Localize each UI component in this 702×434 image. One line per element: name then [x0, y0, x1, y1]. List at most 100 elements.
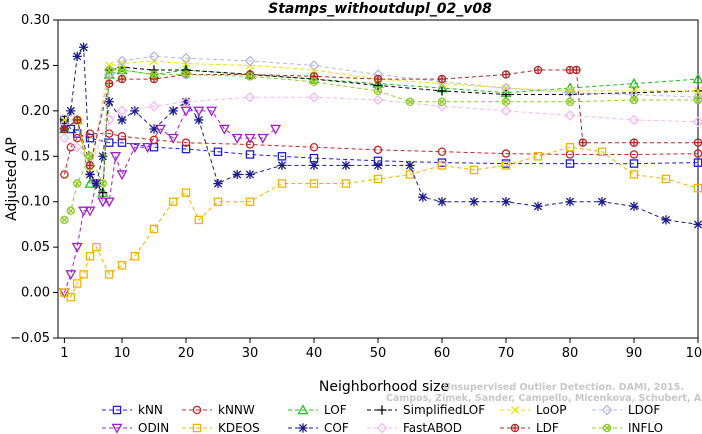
data-point-cof: [693, 219, 702, 230]
data-point-inflo: [72, 179, 82, 188]
data-point-kdeos: [501, 161, 511, 170]
data-point-fastabod: [59, 132, 70, 144]
data-point-ldof: [564, 87, 576, 99]
data-point-cof: [405, 160, 415, 170]
data-point-odin: [180, 106, 192, 117]
data-point-loop: [693, 86, 702, 95]
legend-item-ldof: LDOF: [592, 403, 660, 417]
data-point-ldof: [244, 55, 256, 67]
data-point-knnw: [437, 147, 447, 156]
data-point-kdeos: [168, 197, 178, 206]
data-point-kdeos: [277, 179, 287, 188]
legend-label: INFLO: [628, 421, 663, 434]
legend-label: ODIN: [138, 421, 169, 434]
series-line-inflo: [63, 69, 698, 221]
data-point-knnw: [60, 170, 69, 179]
data-point-cof: [91, 178, 101, 189]
y-tick-label: 0.00: [21, 286, 50, 301]
y-tick-label: 0.30: [21, 13, 50, 28]
series-group: [58, 42, 702, 302]
data-point-cof: [104, 97, 114, 107]
legend-swatch-marker: [510, 405, 520, 415]
legend-item-fastabod: FastABOD: [367, 421, 462, 434]
data-point-knnw: [117, 132, 127, 141]
data-point-ldf: [578, 138, 588, 147]
legend-item-knn: kNN: [102, 403, 163, 417]
data-point-ldf: [104, 79, 114, 88]
legend-swatch-marker: [298, 423, 308, 433]
data-point-odin: [270, 124, 282, 135]
data-point-cof: [85, 169, 95, 180]
data-point-cof: [661, 215, 671, 225]
data-point-fastabod: [148, 100, 160, 112]
data-point-inflo: [565, 97, 575, 107]
data-point-knn: [213, 147, 223, 156]
data-point-fastabod: [244, 91, 256, 103]
chart-title: Stamps_withoutdupl_02_v08: [268, 1, 492, 17]
legend-swatch-marker: [192, 423, 202, 433]
data-point-ldf: [693, 138, 702, 147]
data-point-kdeos: [104, 270, 114, 279]
legend-label: kNN: [138, 403, 163, 417]
data-point-knnw: [373, 145, 383, 155]
data-point-fastabod: [692, 116, 702, 128]
data-point-cof: [117, 115, 127, 125]
y-tick-label: 0.15: [21, 149, 50, 164]
legend-label: LOF: [324, 403, 347, 417]
data-point-knn: [181, 144, 191, 154]
data-point-ldf: [437, 74, 447, 84]
data-point-kdeos: [405, 170, 415, 179]
data-point-ldf: [373, 74, 383, 84]
data-point-fastabod: [308, 91, 320, 103]
data-point-inflo: [85, 152, 95, 161]
data-point-knnw: [309, 142, 319, 152]
data-point-odin: [78, 206, 90, 217]
watermark-line-2: Campos, Zimek, Sander, Campello, Micenko…: [386, 393, 702, 404]
data-point-inflo: [98, 179, 108, 188]
data-point-inflo: [117, 65, 127, 75]
legend-swatch-marker: [111, 423, 123, 434]
data-point-cof: [79, 42, 89, 52]
series-line-loop: [64, 60, 698, 175]
legend-label: LoOP: [536, 403, 567, 417]
data-point-inflo: [66, 206, 76, 216]
data-point-cof: [437, 197, 447, 207]
data-point-kdeos: [79, 270, 88, 279]
data-point-kdeos: [130, 251, 140, 261]
data-point-knnw: [501, 149, 511, 158]
legend-label: kNNW: [218, 403, 255, 417]
data-point-odin: [193, 106, 205, 117]
data-point-loop: [117, 59, 127, 68]
legend-label: COF: [324, 421, 349, 434]
data-point-fastabod: [180, 96, 192, 108]
data-point-fastabod: [436, 100, 448, 112]
data-point-kdeos: [245, 197, 255, 206]
data-point-kdeos: [85, 251, 95, 261]
series-cof: [59, 42, 702, 230]
data-point-odin: [142, 142, 154, 153]
data-point-knn: [277, 152, 287, 161]
y-tick-label: 0.20: [21, 104, 50, 119]
x-tick-label: 10: [114, 346, 131, 361]
data-point-kdeos: [597, 147, 607, 156]
data-point-ldf: [60, 124, 69, 134]
x-tick-label: 20: [178, 346, 195, 361]
legend-label: LDOF: [628, 403, 660, 417]
legend-swatch-marker: [376, 422, 388, 434]
series-knnw: [60, 129, 702, 179]
legend-item-odin: ODIN: [102, 421, 169, 434]
data-point-inflo: [501, 97, 511, 107]
data-point-kdeos: [60, 288, 69, 297]
data-point-ldf: [85, 161, 95, 170]
data-point-cof: [629, 201, 639, 211]
data-point-inflo: [149, 70, 159, 79]
legend-item-inflo: INFLO: [592, 421, 663, 434]
data-point-odin: [110, 152, 122, 163]
data-point-cof: [597, 197, 607, 207]
data-point-ldof: [308, 60, 320, 71]
data-point-fastabod: [628, 114, 640, 126]
data-point-odin: [65, 270, 77, 281]
data-point-inflo: [245, 72, 255, 81]
data-point-odin: [116, 170, 128, 181]
data-point-odin: [129, 142, 141, 153]
